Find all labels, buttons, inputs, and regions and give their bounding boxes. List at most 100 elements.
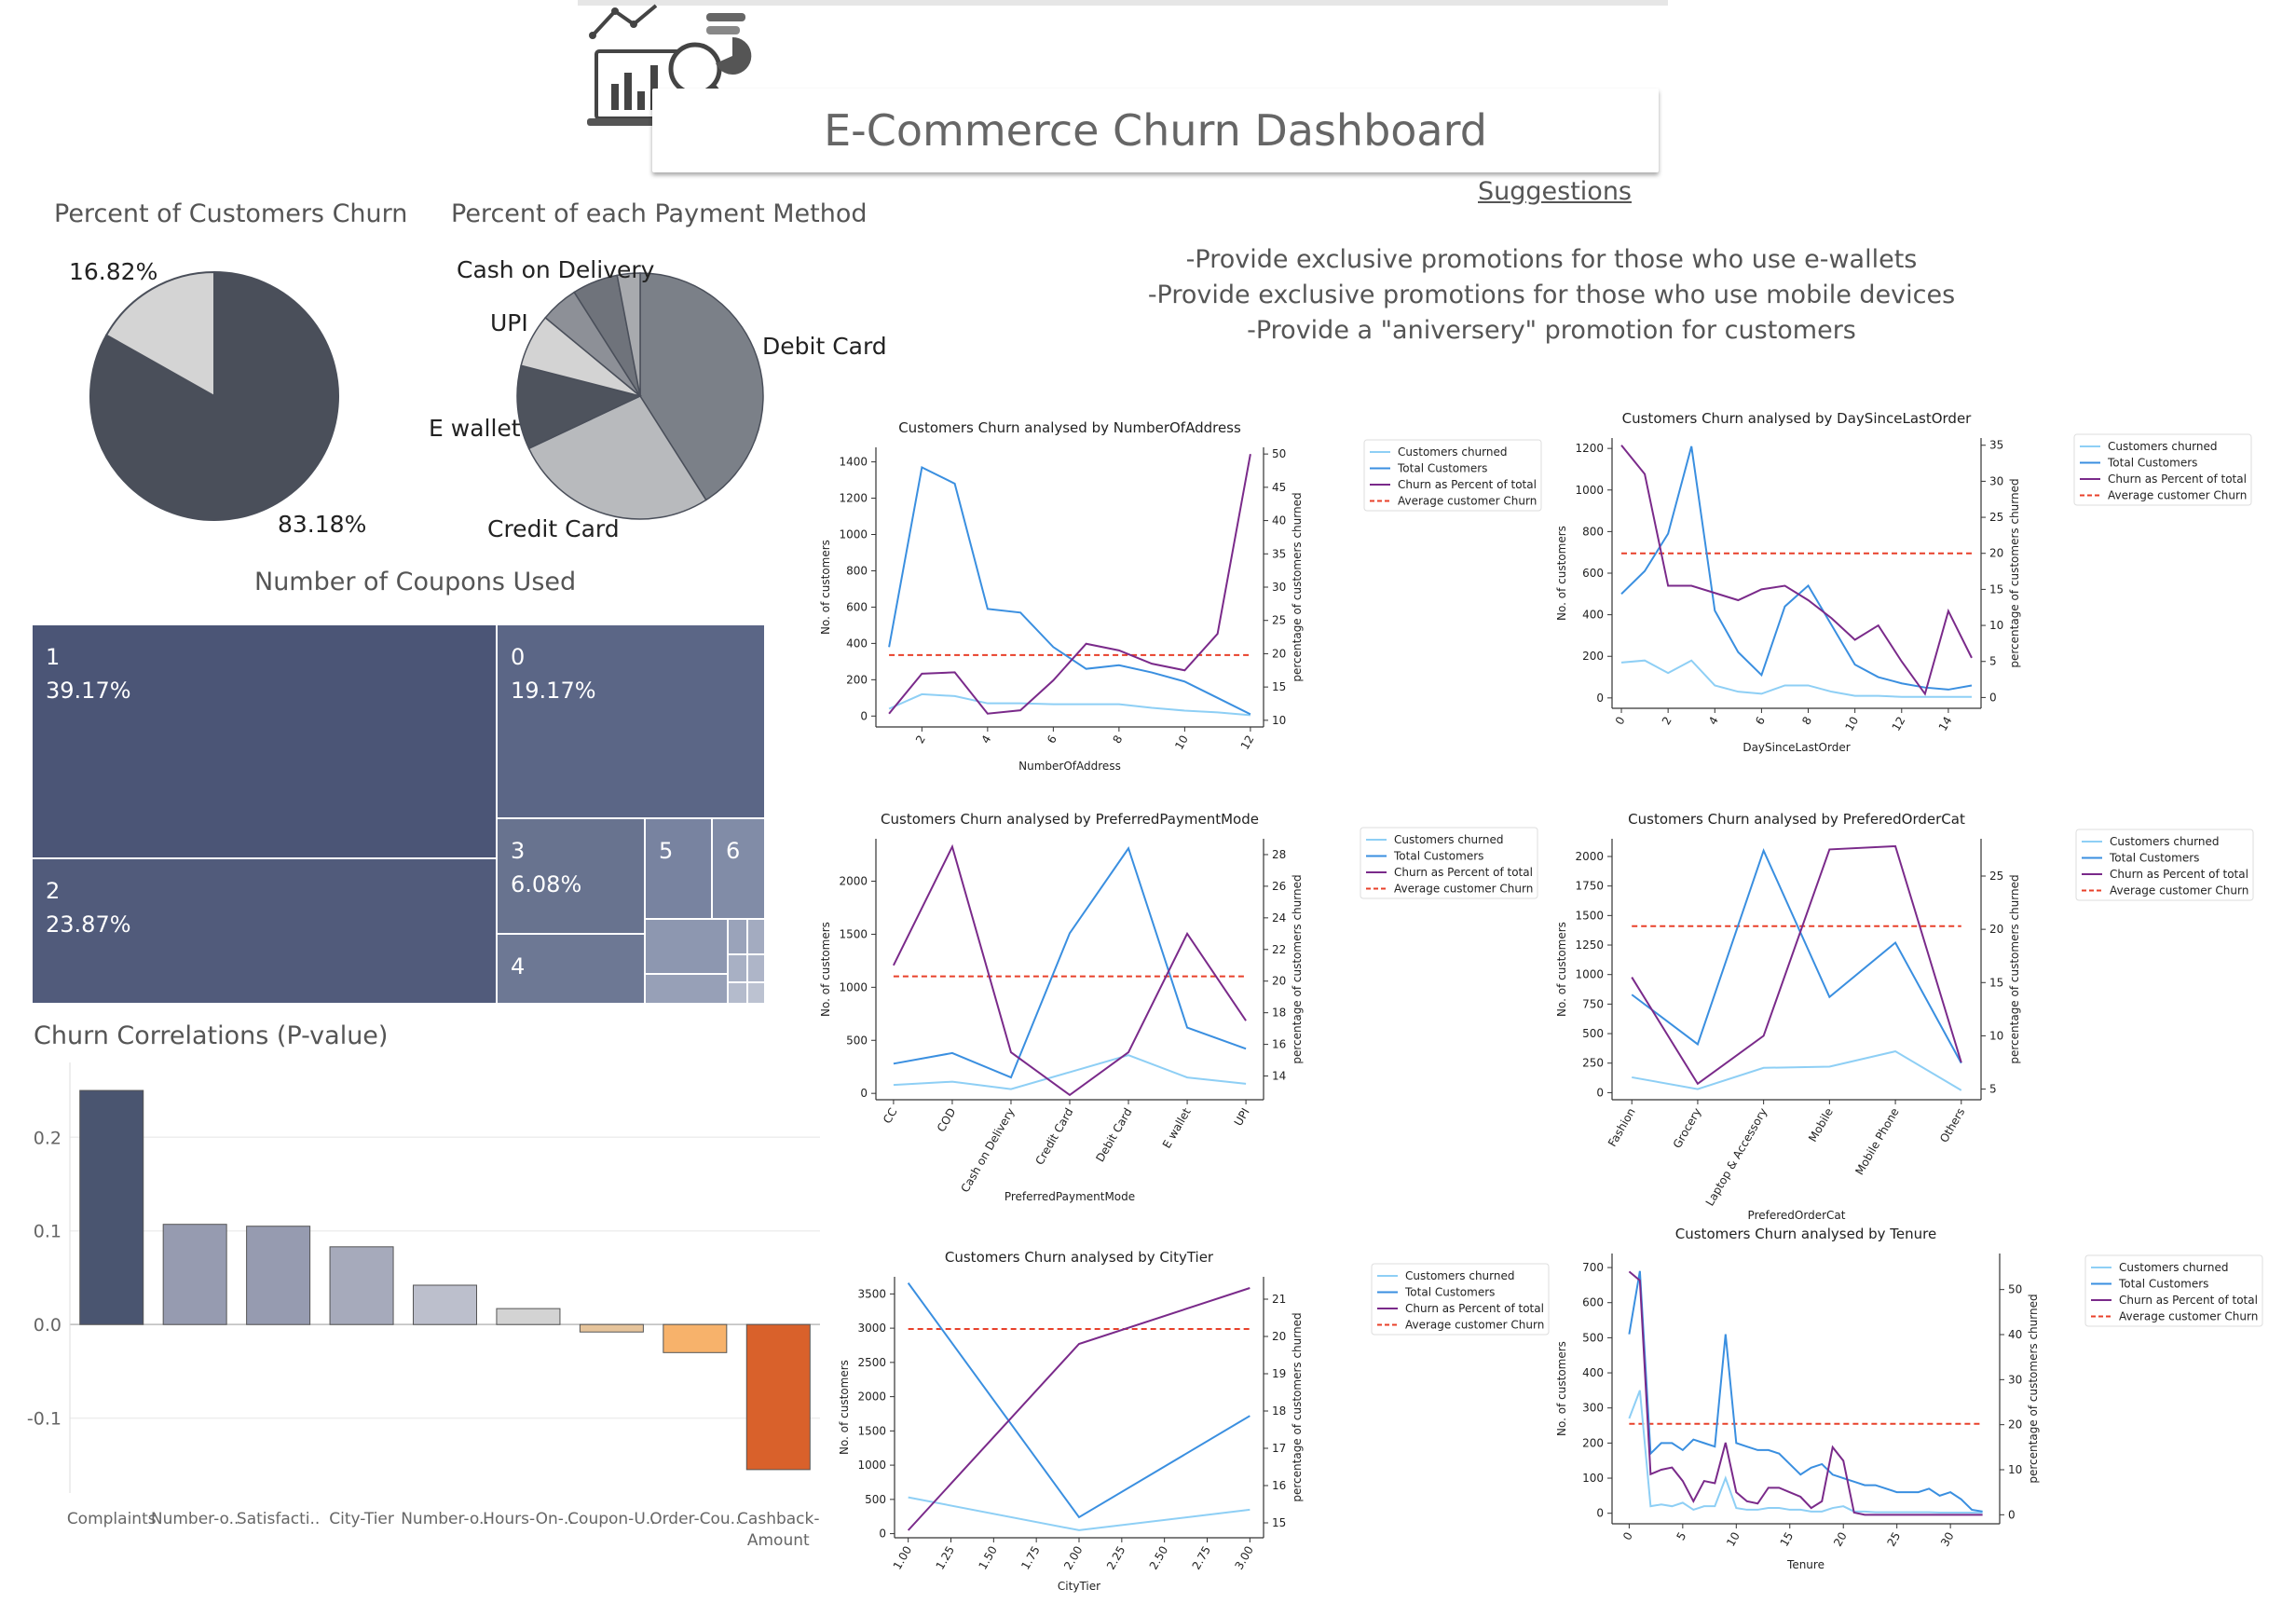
days-legend-box: [2073, 433, 2252, 506]
tenure-legend-box: [2084, 1254, 2263, 1327]
payment-ytick-label: 500: [846, 1034, 868, 1047]
payment-xtick-label: COD: [935, 1106, 959, 1134]
treemap-cell-3-label: 3: [511, 838, 526, 864]
churn_pie-slice-1: [104, 270, 215, 398]
addr-y2tick-label: 20: [1272, 647, 1286, 660]
pvalue-category-label: Number-o..: [151, 1510, 239, 1528]
citytier-series-total: [907, 1282, 1250, 1519]
ordercat-ytick-label: 2000: [1575, 850, 1604, 863]
days-y2tick-label: 5: [1989, 655, 1997, 668]
citytier-y2tick-label: 20: [1272, 1330, 1286, 1343]
ordercat-xtick-label: Mobile: [1806, 1106, 1836, 1144]
suggestion-2: -Provide exclusive promotions for those …: [1147, 281, 1956, 309]
treemap-cell-2: 2 23.87%: [32, 858, 497, 1004]
addr-ytick-label: 200: [846, 673, 868, 686]
citytier-y2tick-label: 21: [1272, 1293, 1286, 1306]
payment-label-e-wallet: E wallet: [429, 415, 521, 442]
citytier-xlabel: CityTier: [1058, 1580, 1100, 1593]
citytier-xtick-label: 2.00: [1061, 1544, 1085, 1572]
title-box: E-Commerce Churn Dashboard: [652, 89, 1659, 172]
tenure-title: Customers Churn analysed by Tenure: [1675, 1226, 1936, 1242]
addr-xtick-label: 10: [1172, 733, 1191, 752]
chart-city-tier: Customers Churn analysed by CityTier 0 500…: [838, 1249, 1550, 1593]
ordercat-ytick-label: 750: [1582, 997, 1604, 1010]
addr-series-churned: [888, 692, 1250, 717]
payment-series-total: [893, 846, 1247, 1079]
payment-pie-slices: [516, 272, 764, 520]
payment-series-percent: [893, 843, 1247, 1097]
tenure-xtick-label: 25: [1885, 1530, 1904, 1549]
pvalue-category-label: Coupon-U..: [567, 1510, 655, 1528]
addr-y2tick-label: 25: [1272, 614, 1286, 627]
pvalue-category-label: Amount: [747, 1531, 810, 1550]
days-xtick-label: 10: [1842, 715, 1861, 733]
tenure-y2tick-label: 0: [2008, 1508, 2016, 1521]
churn-pie-title: Percent of Customers Churn: [54, 199, 408, 228]
treemap-cell-1-label: 1: [46, 644, 61, 670]
ordercat-series-total: [1631, 847, 1962, 1064]
ordercat-legend-box: [2075, 829, 2254, 901]
suggestions-heading: Suggestions: [1478, 177, 1632, 206]
payment-y2tick-label: 26: [1272, 880, 1286, 893]
ordercat-xtick-label: Laptop & Accessory: [1703, 1106, 1770, 1209]
tenure-y2tick-label: 40: [2008, 1328, 2022, 1341]
addr-ytick-label: 600: [846, 600, 868, 613]
treemap-cell-small-a: [645, 919, 728, 974]
pvalue-category-label: Order-Cou..: [649, 1510, 740, 1528]
ordercat-y2tick-label: 25: [1989, 870, 2003, 883]
citytier-xtick-label: 2.25: [1104, 1544, 1128, 1572]
addr-y2tick-label: 35: [1272, 547, 1286, 560]
ordercat-y2tick-label: 10: [1989, 1029, 2003, 1042]
addr-series-percent: [888, 453, 1251, 715]
tenure-legend-label: Customers churned: [2119, 1261, 2229, 1274]
ordercat-ylabel: No. of customers: [1555, 922, 1568, 1017]
tenure-xtick-label: 30: [1938, 1530, 1957, 1549]
treemap-cell-0-value: 19.17%: [511, 678, 596, 704]
days-ytick-label: 800: [1582, 525, 1604, 538]
ordercat-ytick-label: 1000: [1575, 968, 1604, 981]
ordercat-ytick-label: 1500: [1575, 909, 1604, 922]
days-y2tick-label: 25: [1989, 511, 2003, 524]
payment_pie-slice-0: [639, 272, 764, 501]
ordercat-xtick-label: Grocery: [1671, 1106, 1704, 1151]
treemap-cell-small-d: [747, 919, 765, 954]
tenure-xtick-label: 5: [1674, 1530, 1688, 1543]
addr-ytick-label: 1200: [839, 492, 868, 505]
days-legend-label: Customers churned: [2108, 440, 2218, 453]
citytier-ytick-label: 0: [879, 1528, 886, 1541]
citytier-ytick-label: 2500: [857, 1356, 886, 1369]
citytier-series-churned: [908, 1496, 1250, 1531]
ordercat-legend-label: Customers churned: [2110, 835, 2220, 848]
days-y2tick-label: 35: [1989, 439, 2003, 452]
chart-prefered-order-cat-content: Customers Churn analysed by PreferedOrde…: [1555, 811, 2254, 1221]
days-ytick-label: 400: [1582, 609, 1604, 622]
tenure-legend-label: Total Customers: [2118, 1278, 2208, 1291]
treemap-cell-small-e: [728, 954, 747, 982]
tenure-xtick-label: 15: [1778, 1530, 1797, 1549]
citytier-ytick-label: 1000: [857, 1459, 886, 1472]
addr-legend-label: Average customer Churn: [1398, 495, 1537, 508]
treemap-cell-3-value: 6.08%: [511, 871, 582, 897]
addr-y2tick-label: 15: [1272, 680, 1286, 693]
payment-pie-title: Percent of each Payment Method: [451, 199, 868, 228]
citytier-xtick-label: 1.00: [891, 1544, 914, 1572]
days-ytick-label: 600: [1582, 567, 1604, 580]
addr-ytick-label: 0: [860, 709, 868, 722]
tenure-xtick-label: 10: [1724, 1530, 1742, 1549]
payment-y2tick-label: 16: [1272, 1038, 1286, 1051]
payment-xlabel: PreferredPaymentMode: [1004, 1190, 1135, 1203]
payment-legend-label: Customers churned: [1394, 833, 1504, 846]
ordercat-series-percent: [1631, 844, 1962, 1086]
tenure-ytick-label: 100: [1582, 1472, 1604, 1485]
days-xlabel: DaySinceLastOrder: [1742, 741, 1850, 754]
days-ytick-label: 0: [1596, 692, 1604, 705]
addr-series-total: [888, 465, 1251, 716]
citytier-legend-label: Customers churned: [1405, 1269, 1515, 1282]
ordercat-ytick-label: 500: [1582, 1027, 1604, 1040]
addr-title: Customers Churn analysed by NumberOfAddr…: [898, 419, 1241, 436]
days-xtick-label: 4: [1706, 715, 1721, 728]
citytier-legend-box: [1371, 1263, 1550, 1336]
payment_pie-slice-2: [516, 364, 643, 450]
days-xtick-label: 12: [1890, 715, 1908, 733]
days-y2tick-label: 15: [1989, 582, 2003, 596]
